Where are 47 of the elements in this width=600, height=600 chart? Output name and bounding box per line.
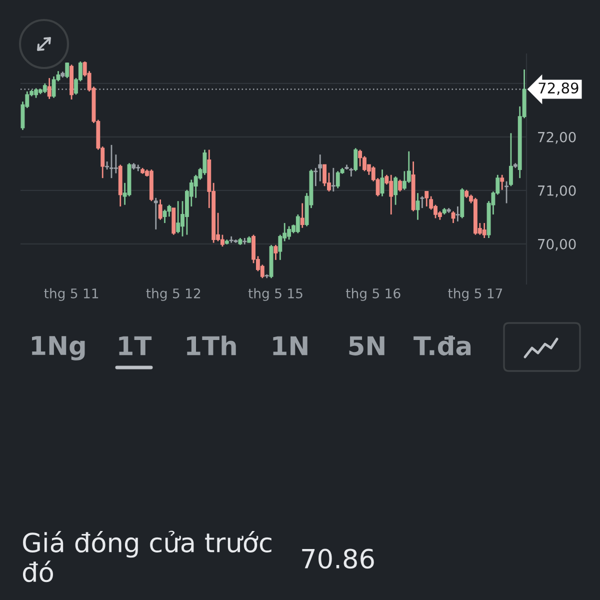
text: 1Th — [187, 336, 236, 356]
candlestick — [398, 179, 402, 192]
candlestick — [394, 176, 398, 206]
text: 5N — [349, 336, 384, 356]
candlestick — [42, 82, 47, 94]
text: Giá đóng cửa trước đó — [22, 530, 272, 582]
x-tick-label: thg 5 11 — [44, 288, 98, 301]
candlestick — [314, 167, 318, 187]
candlestick — [220, 234, 224, 248]
candlestick — [65, 62, 70, 79]
ref-line-label: 72,89 — [538, 82, 578, 96]
candlestick — [482, 222, 486, 239]
candlestick — [296, 214, 300, 234]
text: 1N — [273, 336, 308, 356]
candlestick — [318, 154, 322, 182]
candlestick — [500, 174, 504, 191]
x-tick-label: thg 5 16 — [346, 288, 400, 301]
candlestick — [456, 206, 460, 222]
candlestick — [274, 244, 278, 261]
candlestick — [114, 154, 118, 174]
x-tick-label: thg 5 12 — [146, 288, 200, 301]
candlestick — [504, 180, 508, 204]
candlestick — [202, 149, 207, 176]
candlestick — [416, 192, 420, 221]
x-tick-label: thg 5 17 — [448, 288, 502, 301]
candlestick — [331, 167, 336, 192]
candlestick — [278, 234, 282, 261]
candlestick — [424, 190, 429, 208]
candlestick — [358, 149, 362, 168]
y-tick-label: 71,00 — [538, 185, 576, 198]
candlestick — [300, 202, 304, 229]
x-tick-label: thg 5 15 — [248, 288, 302, 301]
candlestick — [158, 198, 162, 221]
candlestick — [176, 200, 180, 234]
candlestick — [508, 132, 513, 187]
candlestick — [354, 147, 358, 172]
y-tick-label: 72,00 — [538, 132, 576, 144]
candlestick — [380, 168, 384, 197]
text: 70.86 — [302, 548, 374, 569]
candlestick — [420, 196, 424, 209]
candlestick — [47, 77, 52, 100]
y-tick-label: 70,00 — [538, 238, 576, 251]
text: 1T — [119, 336, 152, 356]
candlestick — [322, 164, 327, 187]
text: T.đa — [414, 336, 471, 356]
text: 1Ng — [32, 336, 85, 360]
candlestick — [154, 197, 158, 230]
